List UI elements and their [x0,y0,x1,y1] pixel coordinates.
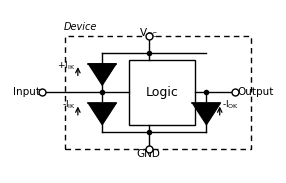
Text: +I$_{\mathregular{IK}}$: +I$_{\mathregular{IK}}$ [57,59,76,72]
Polygon shape [88,64,116,85]
Text: -I$_{\mathregular{OK}}$: -I$_{\mathregular{OK}}$ [222,99,239,111]
Text: Output: Output [237,87,274,97]
Polygon shape [88,103,116,125]
Text: Device: Device [63,22,97,32]
Text: Input: Input [13,87,40,97]
Text: -I$_{\mathregular{IK}}$: -I$_{\mathregular{IK}}$ [61,99,76,111]
Text: V$_{\mathregular{CC}}$: V$_{\mathregular{CC}}$ [139,26,158,40]
Polygon shape [192,103,221,125]
Text: Logic: Logic [146,86,178,99]
Text: GND: GND [137,149,161,159]
